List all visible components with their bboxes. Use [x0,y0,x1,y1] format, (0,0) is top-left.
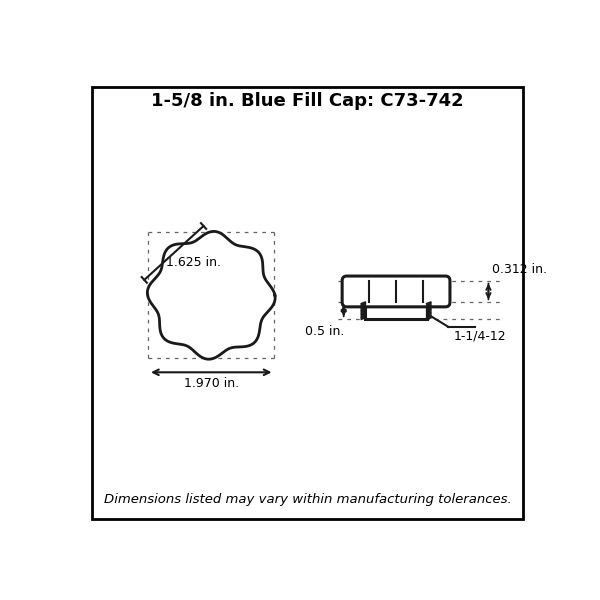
Text: 1.625 in.: 1.625 in. [166,256,221,269]
Text: 1-1/4-12: 1-1/4-12 [454,329,506,343]
Text: 0.312 in.: 0.312 in. [491,263,547,277]
Text: Dimensions listed may vary within manufacturing tolerances.: Dimensions listed may vary within manufa… [104,493,511,506]
Bar [365,302,427,319]
Text: 0.5 in.: 0.5 in. [305,325,344,338]
FancyBboxPatch shape [342,276,450,307]
Text: 1-5/8 in. Blue Fill Cap: C73-742: 1-5/8 in. Blue Fill Cap: C73-742 [151,92,464,110]
Text: 1.970 in.: 1.970 in. [184,377,239,389]
